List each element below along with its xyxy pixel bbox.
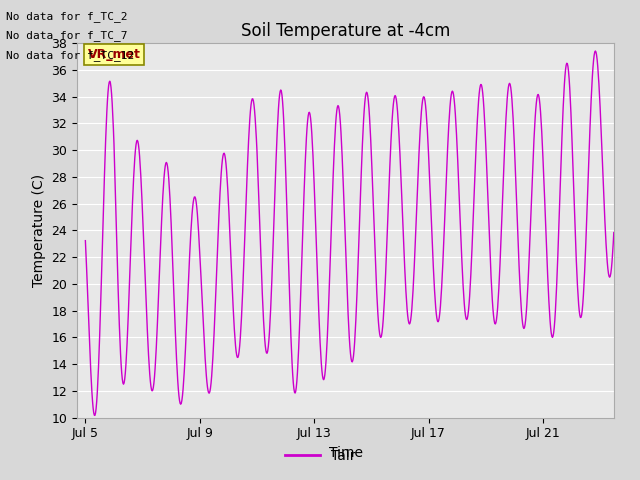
Text: VR_met: VR_met [88,48,140,61]
Text: No data for f_TC_2: No data for f_TC_2 [6,11,128,22]
Legend: Tair: Tair [279,443,361,468]
Text: No data for f_TC_7: No data for f_TC_7 [6,30,128,41]
Text: No data for f_TC_12: No data for f_TC_12 [6,49,134,60]
Title: Soil Temperature at -4cm: Soil Temperature at -4cm [241,22,451,40]
X-axis label: Time: Time [328,446,363,460]
Y-axis label: Temperature (C): Temperature (C) [31,174,45,287]
